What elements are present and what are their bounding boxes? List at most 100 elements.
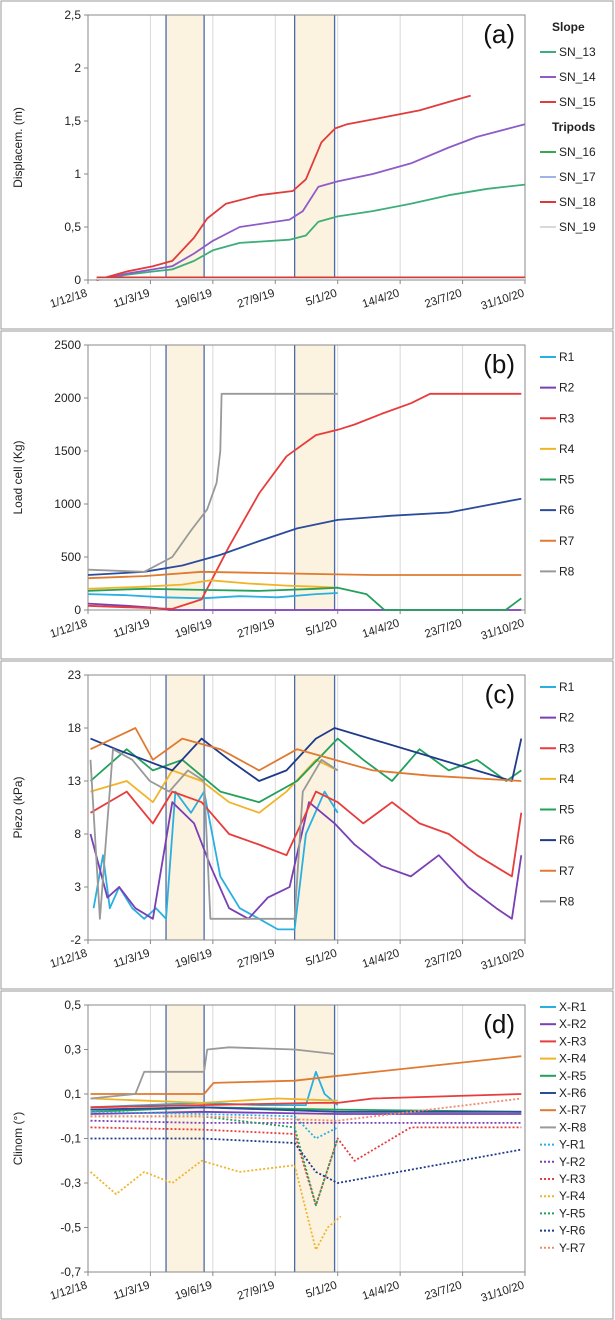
legend-label: R8 <box>559 894 575 908</box>
panel-label: (a) <box>483 19 515 49</box>
y-tick-label: 2,5 <box>64 8 81 22</box>
series-line-X-R7 <box>90 1055 522 1095</box>
series-line-X-R3 <box>90 1093 522 1109</box>
y-axis-label: Piezo (kPa) <box>11 776 25 838</box>
legend-label: X-R8 <box>559 1120 587 1134</box>
y-tick-label: 2500 <box>54 338 81 352</box>
shaded-range <box>294 15 335 280</box>
legend-label: SN_15 <box>559 95 596 109</box>
legend-label: R3 <box>559 741 575 755</box>
y-tick-label: 0,5 <box>64 998 81 1012</box>
legend-label: R6 <box>559 503 575 517</box>
legend-label: Y-R7 <box>559 1241 586 1255</box>
legend-label: Y-R2 <box>559 1155 586 1169</box>
series-line-R6 <box>90 727 523 782</box>
legend-label: X-R3 <box>559 1034 587 1048</box>
legend-label: SN_19 <box>559 220 596 234</box>
y-tick-label: 1,5 <box>64 114 81 128</box>
series-line-SN_15 <box>96 94 471 281</box>
y-tick-label: 23 <box>68 668 82 682</box>
y-tick-label: 0,5 <box>64 220 81 234</box>
series-line-X-R6 <box>90 1106 522 1113</box>
panel-label: (d) <box>483 1009 515 1039</box>
panel-label: (c) <box>485 679 515 709</box>
series-line-SN_14 <box>96 123 526 281</box>
y-axis-label: Displacem. (m) <box>11 107 25 188</box>
series-line-X-R4 <box>90 1097 338 1104</box>
series-line-R4 <box>87 579 338 590</box>
legend-label: R1 <box>559 350 575 364</box>
legend-label: X-R5 <box>559 1069 587 1083</box>
y-tick-label: -2 <box>70 933 81 947</box>
legend-label: R2 <box>559 711 575 725</box>
y-tick-label: 0,3 <box>64 1043 81 1057</box>
y-tick-label: 2 <box>74 61 81 75</box>
legend-group-title: Tripods <box>552 120 596 134</box>
legend-label: X-R2 <box>559 1017 587 1031</box>
legend-label: SN_13 <box>559 45 596 59</box>
legend-label: SN_16 <box>559 145 596 159</box>
y-tick-label: 500 <box>61 550 81 564</box>
y-tick-label: -0,7 <box>60 1265 81 1279</box>
series-line-R8 <box>89 748 339 920</box>
legend-label: R6 <box>559 833 575 847</box>
legend-label: X-R4 <box>559 1052 587 1066</box>
series-line-R6 <box>87 497 522 576</box>
y-tick-label: 0 <box>74 273 81 287</box>
y-tick-label: -0,5 <box>60 1221 81 1235</box>
series-line-X-R8 <box>90 1046 335 1100</box>
legend-label: R7 <box>559 864 575 878</box>
legend-label: R1 <box>559 680 575 694</box>
panel-0: 00,511,522,51/12/18 11/3/19 19/6/19 27/9/19… <box>0 0 614 330</box>
series-line-R3 <box>90 790 523 878</box>
legend-label: SN_17 <box>559 170 596 184</box>
shaded-range <box>294 345 335 610</box>
legend-label: R7 <box>559 534 575 548</box>
legend-label: Y-R6 <box>559 1224 586 1238</box>
shaded-range <box>294 1005 335 1272</box>
series-line-R5 <box>87 586 522 611</box>
y-tick-label: 8 <box>74 827 81 841</box>
legend-label: R5 <box>559 803 575 817</box>
y-axis-label: Clinom (°) <box>11 1112 25 1165</box>
panel-3: -0,7-0,5-0,3-0,10,10,30,51/12/18 11/3/19 1… <box>0 990 614 1320</box>
y-tick-label: 3 <box>74 880 81 894</box>
series-line-R1 <box>87 592 338 600</box>
y-tick-label: 0,1 <box>64 1087 81 1101</box>
shaded-range <box>166 345 205 610</box>
series-line-X-R1 <box>90 1070 339 1109</box>
legend-label: R5 <box>559 473 575 487</box>
y-tick-label: 18 <box>68 721 82 735</box>
legend-label: SN_18 <box>559 195 596 209</box>
y-axis-label: Load cell (Kg) <box>11 440 25 514</box>
series-line-Y-R5 <box>90 1115 339 1207</box>
legend-label: Y-R1 <box>559 1138 586 1152</box>
legend-label: Y-R5 <box>559 1206 586 1220</box>
plot-area <box>87 14 526 281</box>
y-tick-label: 1 <box>74 167 81 181</box>
legend-label: Y-R4 <box>559 1189 586 1203</box>
y-tick-label: -0,1 <box>60 1132 81 1146</box>
plot-area <box>87 674 526 941</box>
legend-label: Y-R3 <box>559 1172 586 1186</box>
panel-label: (b) <box>483 349 515 379</box>
series-line-R8 <box>87 392 338 573</box>
series-line-X-R2 <box>90 1110 522 1115</box>
legend-label: R8 <box>559 564 575 578</box>
y-tick-label: 1000 <box>54 497 81 511</box>
legend-label: X-R6 <box>559 1086 587 1100</box>
legend-label: X-R1 <box>559 1000 587 1014</box>
legend-label: R4 <box>559 772 575 786</box>
series-line-Y-R4 <box>89 1159 342 1251</box>
series-line-R7 <box>90 727 522 782</box>
legend-label: R3 <box>559 411 575 425</box>
legend-label: R2 <box>559 381 575 395</box>
legend-group-title: Slope <box>552 20 585 34</box>
y-tick-label: 2000 <box>54 391 81 405</box>
series-line-X-R5 <box>90 1106 522 1113</box>
legend-label: R4 <box>559 442 575 456</box>
shaded-range <box>166 15 205 280</box>
series-line-SN_13 <box>96 183 526 281</box>
